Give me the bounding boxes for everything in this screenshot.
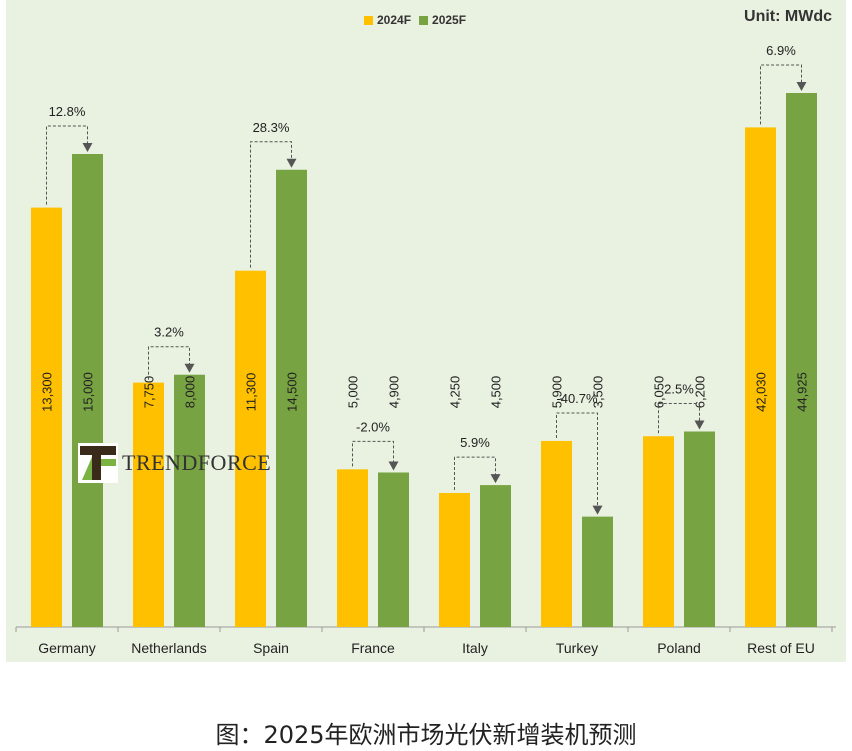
growth-arrow [388,461,399,471]
data-label: 13,300 [40,372,55,412]
data-label: 15,000 [81,372,96,412]
unit-label: Unit: MWdc [744,8,832,25]
x-tick-label: Italy [462,640,488,656]
growth-arrow [184,363,195,373]
growth-connector [556,412,598,507]
bar-2024f [31,207,62,627]
growth-label: 28.3% [253,120,290,135]
data-label: 6,200 [693,376,708,409]
data-label: 7,750 [142,376,157,409]
growth-label: 12.8% [49,104,86,119]
x-tick-label: France [351,640,395,656]
bar-2025f [786,93,817,627]
growth-arrow [286,158,297,168]
bar-2024f [439,492,470,627]
growth-connector [352,440,394,467]
legend-label-2024f: 2024F [377,13,412,27]
chart-panel: 13,300 15,000 Germany 12.8% 7,750 8,000 Nether… [6,0,846,662]
x-tick-label: Netherlands [131,640,207,656]
growth-arrow [490,474,501,484]
data-label: 3,500 [591,376,606,409]
growth-arrow [82,143,93,152]
growth-arrow [592,505,603,515]
data-label: 5,000 [346,376,361,409]
bar-2024f [643,436,674,627]
bar-2025f [378,472,409,627]
data-label: 8,000 [183,376,198,409]
bar-2024f [133,382,164,627]
data-label: 11,300 [244,373,259,412]
growth-connector [454,456,496,490]
legend: 2024F 2025F [364,13,474,27]
data-label: 4,250 [448,376,463,409]
data-label: 4,500 [489,376,504,409]
data-label: 42,030 [754,372,769,412]
bar-2025f [582,516,613,627]
growth-label: 3.2% [154,325,184,340]
legend-swatch-2025f [419,15,429,25]
bar-2024f [745,127,776,628]
x-tick-label: Spain [253,640,289,656]
growth-arrow [694,420,705,430]
bar-2025f [480,485,511,627]
bar-2025f [276,169,307,627]
growth-label: 5.9% [460,435,490,450]
x-tick-label: Turkey [556,640,598,656]
data-label: 5,900 [550,376,565,409]
bar-2025f [684,431,715,627]
growth-arrow [796,82,807,91]
figure-caption: 图：2025年欧洲市场光伏新增装机预测 [215,721,637,749]
growth-label: -2.0% [356,419,390,434]
growth-label: -40.7% [556,391,598,406]
trendforce-logo-icon [78,443,118,483]
bar-2024f [337,469,368,627]
data-label: 14,500 [285,372,300,412]
legend-label-2025f: 2025F [432,13,467,27]
bar-chart: 13,300 15,000 Germany 12.8% 7,750 8,000 Nether… [15,43,836,656]
legend-item-2024f: 2024F [364,13,411,27]
data-label: 44,925 [795,372,810,412]
bar-2024f [541,440,572,627]
trendforce-logo: TRENDFORCE [78,443,271,483]
bar-2024f [235,270,266,627]
trendforce-logo-text: TRENDFORCE [122,450,272,475]
growth-label: 6.9% [766,43,796,58]
bar-2025f [72,154,103,627]
growth-connector [250,141,292,268]
growth-label: 2.5% [664,381,694,396]
bar-2025f [174,374,205,627]
x-tick-label: Germany [38,640,96,656]
x-tick-label: Poland [657,640,701,656]
x-tick-label: Rest of EU [747,640,815,656]
legend-item-2025f: 2025F [419,13,466,27]
legend-swatch-2024f [364,15,373,25]
data-label: 4,900 [387,376,402,409]
growth-connector [148,346,190,380]
data-label: 6,050 [652,376,667,409]
growth-connector [658,402,700,434]
